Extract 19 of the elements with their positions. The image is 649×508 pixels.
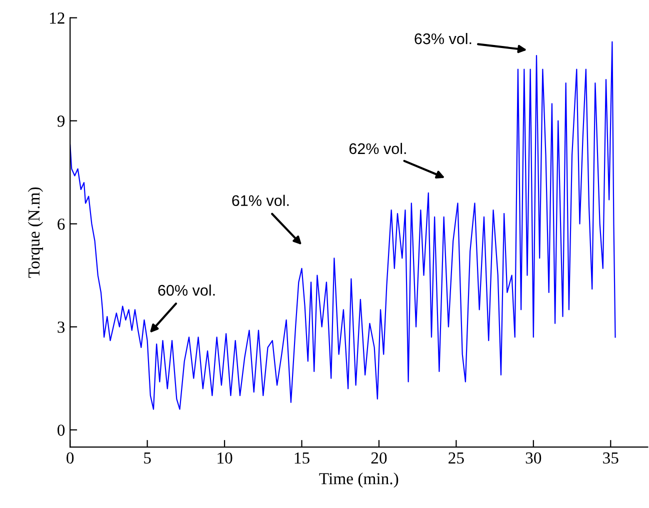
y-axis-title: Torque (N.m) [28, 187, 44, 278]
y-tick-label: 3 [58, 322, 65, 333]
y-tick-label: 12 [50, 12, 64, 24]
y-tick-label: 9 [57, 116, 65, 127]
x-tick-label: 5 [144, 452, 151, 464]
y-tick-label: 6 [58, 218, 65, 230]
annotation: 60% vol. [158, 284, 215, 296]
annotation: 63% vol. [414, 32, 472, 44]
x-tick-label: 20 [371, 452, 387, 464]
x-tick-label: 35 [603, 452, 618, 464]
annotation: 61% vol. [232, 194, 289, 206]
x-tick-label: 0 [66, 452, 74, 464]
x-tick-label: 15 [294, 452, 310, 464]
y-tick-label: 0 [58, 424, 65, 436]
annotation: 62% vol. [349, 142, 406, 154]
x-tick-label: 10 [218, 452, 232, 464]
x-tick-label: 30 [526, 452, 542, 464]
x-axis-title: Time (min.) [319, 472, 398, 488]
x-tick-label: 25 [448, 452, 464, 464]
